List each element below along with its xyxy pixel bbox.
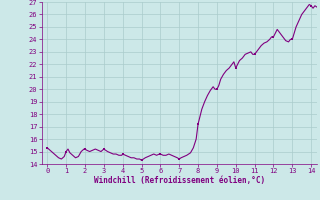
X-axis label: Windchill (Refroidissement éolien,°C): Windchill (Refroidissement éolien,°C) <box>94 176 265 185</box>
